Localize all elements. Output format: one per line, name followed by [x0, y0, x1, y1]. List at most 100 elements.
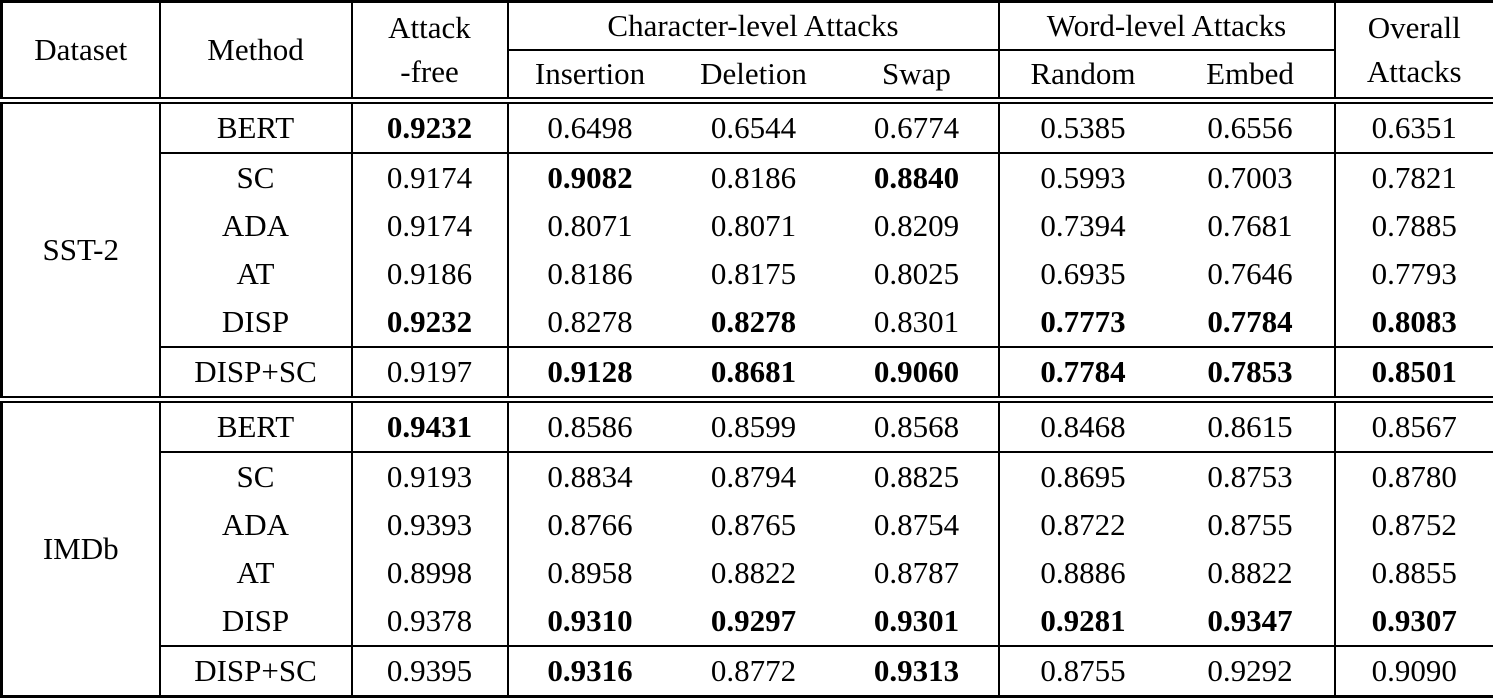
- method-label: SC: [160, 452, 352, 501]
- cell-attack-free: 0.9174: [352, 202, 508, 250]
- cell-insertion: 0.9316: [508, 646, 672, 697]
- cell-random: 0.8886: [999, 549, 1167, 597]
- cell-deletion: 0.8772: [672, 646, 836, 697]
- table-header: Dataset Method Attack -free Character-lev…: [2, 2, 1493, 101]
- cell-insertion: 0.9310: [508, 597, 672, 646]
- dataset-label: IMDb: [2, 400, 160, 697]
- header-embed: Embed: [1167, 50, 1335, 101]
- cell-swap: 0.8025: [836, 250, 999, 298]
- cell-attack-free: 0.9197: [352, 347, 508, 400]
- cell-overall: 0.8567: [1335, 400, 1493, 453]
- cell-attack-free: 0.9232: [352, 101, 508, 154]
- cell-overall: 0.8780: [1335, 452, 1493, 501]
- cell-deletion: 0.8186: [672, 153, 836, 202]
- cell-insertion: 0.9082: [508, 153, 672, 202]
- cell-attack-free: 0.9174: [352, 153, 508, 202]
- cell-random: 0.6935: [999, 250, 1167, 298]
- header-attack-free-line2: -free: [400, 54, 459, 89]
- header-overall-line2: Attacks: [1367, 54, 1462, 89]
- header-row-groups: Dataset Method Attack-free Character-lev…: [2, 2, 1493, 51]
- cell-deletion: 0.6544: [672, 101, 836, 154]
- cell-deletion: 0.8175: [672, 250, 836, 298]
- cell-embed: 0.8753: [1167, 452, 1335, 501]
- method-label: DISP+SC: [160, 347, 352, 400]
- cell-insertion: 0.8071: [508, 202, 672, 250]
- cell-attack-free: 0.9232: [352, 298, 508, 347]
- cell-swap: 0.6774: [836, 101, 999, 154]
- cell-random: 0.8722: [999, 501, 1167, 549]
- header-attack-free: Attack -free: [352, 2, 508, 101]
- cell-random: 0.8755: [999, 646, 1167, 697]
- cell-swap: 0.9313: [836, 646, 999, 697]
- header-deletion: Deletion: [672, 50, 836, 101]
- cell-embed: 0.7646: [1167, 250, 1335, 298]
- cell-random: 0.8468: [999, 400, 1167, 453]
- cell-embed: 0.9292: [1167, 646, 1335, 697]
- cell-deletion: 0.8599: [672, 400, 836, 453]
- cell-embed: 0.6556: [1167, 101, 1335, 154]
- cell-embed: 0.7853: [1167, 347, 1335, 400]
- cell-overall: 0.9307: [1335, 597, 1493, 646]
- cell-deletion: 0.8071: [672, 202, 836, 250]
- header-character-level-attacks: Character-level Attacks: [508, 2, 999, 51]
- method-label: BERT: [160, 101, 352, 154]
- cell-deletion: 0.8681: [672, 347, 836, 400]
- cell-swap: 0.8840: [836, 153, 999, 202]
- cell-insertion: 0.8958: [508, 549, 672, 597]
- cell-overall: 0.8501: [1335, 347, 1493, 400]
- cell-embed: 0.8615: [1167, 400, 1335, 453]
- method-label: AT: [160, 250, 352, 298]
- method-label: SC: [160, 153, 352, 202]
- cell-attack-free: 0.9186: [352, 250, 508, 298]
- header-random: Random: [999, 50, 1167, 101]
- header-dataset: Dataset: [2, 2, 160, 101]
- cell-insertion: 0.9128: [508, 347, 672, 400]
- cell-overall: 0.8855: [1335, 549, 1493, 597]
- cell-embed: 0.8755: [1167, 501, 1335, 549]
- method-label: BERT: [160, 400, 352, 453]
- cell-overall: 0.7885: [1335, 202, 1493, 250]
- cell-random: 0.9281: [999, 597, 1167, 646]
- cell-random: 0.7773: [999, 298, 1167, 347]
- cell-overall: 0.9090: [1335, 646, 1493, 697]
- cell-swap: 0.8754: [836, 501, 999, 549]
- header-method: Method: [160, 2, 352, 101]
- method-label: ADA: [160, 501, 352, 549]
- cell-random: 0.7394: [999, 202, 1167, 250]
- cell-insertion: 0.8766: [508, 501, 672, 549]
- cell-attack-free: 0.9393: [352, 501, 508, 549]
- cell-deletion: 0.8822: [672, 549, 836, 597]
- cell-embed: 0.8822: [1167, 549, 1335, 597]
- cell-attack-free: 0.8998: [352, 549, 508, 597]
- cell-embed: 0.7784: [1167, 298, 1335, 347]
- cell-insertion: 0.6498: [508, 101, 672, 154]
- cell-embed: 0.9347: [1167, 597, 1335, 646]
- cell-attack-free: 0.9378: [352, 597, 508, 646]
- method-label: ADA: [160, 202, 352, 250]
- cell-insertion: 0.8278: [508, 298, 672, 347]
- header-attack-free-line1: Attack: [388, 10, 471, 45]
- cell-overall: 0.6351: [1335, 101, 1493, 154]
- cell-insertion: 0.8586: [508, 400, 672, 453]
- cell-swap: 0.8787: [836, 549, 999, 597]
- cell-deletion: 0.9297: [672, 597, 836, 646]
- cell-embed: 0.7681: [1167, 202, 1335, 250]
- cell-random: 0.5993: [999, 153, 1167, 202]
- paper-table-figure: Dataset Method Attack -free Character-lev…: [0, 0, 1493, 680]
- header-word-level-attacks: Word-level Attacks: [999, 2, 1335, 51]
- cell-attack-free: 0.9193: [352, 452, 508, 501]
- header-swap: Swap: [836, 50, 999, 101]
- header-overall-line1: Overall: [1368, 10, 1461, 45]
